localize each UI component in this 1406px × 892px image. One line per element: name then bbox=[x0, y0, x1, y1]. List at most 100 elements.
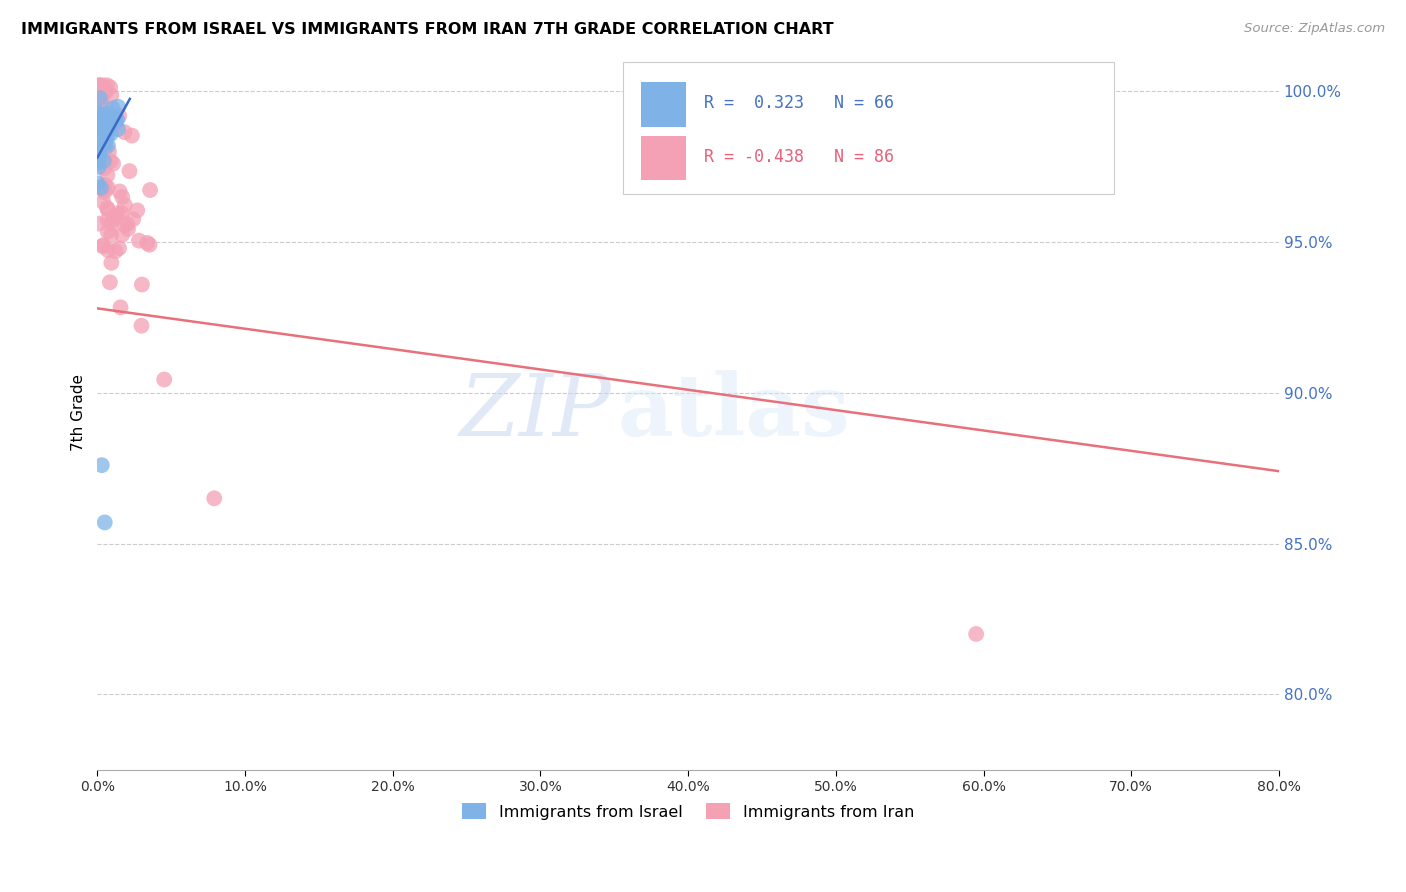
Text: IMMIGRANTS FROM ISRAEL VS IMMIGRANTS FROM IRAN 7TH GRADE CORRELATION CHART: IMMIGRANTS FROM ISRAEL VS IMMIGRANTS FRO… bbox=[21, 22, 834, 37]
Point bbox=[87, 138, 110, 153]
Point bbox=[93, 138, 115, 153]
Point bbox=[87, 132, 110, 146]
Point bbox=[87, 149, 110, 163]
Point bbox=[87, 113, 110, 128]
Point bbox=[91, 126, 114, 140]
Point bbox=[96, 78, 118, 93]
FancyBboxPatch shape bbox=[641, 82, 686, 127]
Point bbox=[105, 112, 128, 127]
Point bbox=[118, 164, 141, 178]
Point bbox=[98, 275, 121, 289]
Point bbox=[108, 241, 131, 255]
Point bbox=[91, 131, 114, 145]
Point bbox=[87, 138, 110, 153]
Point bbox=[97, 181, 120, 195]
Point bbox=[89, 180, 111, 194]
Point bbox=[91, 239, 114, 253]
Point bbox=[122, 212, 145, 227]
Point bbox=[108, 109, 131, 123]
Point bbox=[96, 201, 118, 215]
Point bbox=[100, 256, 122, 270]
Point bbox=[94, 85, 117, 99]
Point bbox=[89, 137, 111, 152]
Point bbox=[89, 141, 111, 155]
Point bbox=[93, 183, 115, 197]
Point bbox=[107, 122, 129, 136]
Y-axis label: 7th Grade: 7th Grade bbox=[72, 374, 86, 450]
Point bbox=[87, 114, 110, 128]
Point bbox=[87, 78, 110, 93]
Point bbox=[97, 244, 120, 258]
Point bbox=[97, 118, 120, 132]
Point bbox=[104, 112, 127, 127]
Point bbox=[89, 131, 111, 145]
Point bbox=[91, 145, 114, 159]
Point bbox=[87, 124, 110, 138]
Text: atlas: atlas bbox=[617, 370, 849, 454]
Point bbox=[87, 136, 110, 150]
Point bbox=[90, 125, 112, 139]
Point bbox=[87, 139, 110, 153]
Point bbox=[87, 78, 110, 93]
Point bbox=[89, 140, 111, 154]
Point bbox=[87, 145, 110, 159]
Point bbox=[89, 137, 111, 152]
Point bbox=[87, 153, 110, 168]
Point bbox=[96, 102, 118, 116]
Point bbox=[100, 154, 122, 169]
Point bbox=[91, 119, 114, 133]
Point bbox=[103, 112, 125, 126]
Point bbox=[89, 96, 111, 111]
Point bbox=[96, 168, 118, 182]
Text: ZIP: ZIP bbox=[460, 371, 612, 454]
Point bbox=[87, 106, 110, 120]
Point bbox=[87, 143, 110, 157]
Point bbox=[91, 128, 114, 143]
Point bbox=[153, 372, 176, 386]
Point bbox=[96, 119, 118, 133]
Point bbox=[94, 136, 117, 151]
Point bbox=[87, 122, 110, 136]
Point bbox=[114, 219, 136, 233]
Point bbox=[104, 210, 127, 224]
Point bbox=[98, 145, 121, 159]
Point bbox=[87, 217, 110, 231]
Point bbox=[89, 83, 111, 97]
FancyBboxPatch shape bbox=[641, 136, 686, 180]
Point bbox=[89, 120, 111, 135]
Point bbox=[94, 178, 117, 192]
Point bbox=[202, 491, 225, 506]
FancyBboxPatch shape bbox=[623, 62, 1114, 194]
Point bbox=[90, 103, 112, 117]
Point bbox=[97, 202, 120, 217]
Point bbox=[97, 225, 120, 239]
Point bbox=[93, 136, 115, 150]
Point bbox=[90, 125, 112, 139]
Point bbox=[139, 183, 162, 197]
Point bbox=[98, 121, 121, 136]
Point bbox=[91, 238, 114, 252]
Point bbox=[93, 516, 115, 530]
Point bbox=[96, 107, 118, 121]
Point bbox=[107, 206, 129, 220]
Text: Source: ZipAtlas.com: Source: ZipAtlas.com bbox=[1244, 22, 1385, 36]
Point bbox=[104, 110, 127, 124]
Text: R =  0.323   N = 66: R = 0.323 N = 66 bbox=[703, 94, 893, 112]
Point bbox=[138, 237, 160, 252]
Point bbox=[108, 185, 131, 199]
Point bbox=[93, 85, 115, 99]
Point bbox=[121, 128, 143, 143]
Point bbox=[91, 133, 114, 147]
Point bbox=[97, 138, 120, 153]
Point bbox=[96, 213, 118, 227]
Point bbox=[87, 129, 110, 144]
Point bbox=[131, 318, 153, 333]
Point bbox=[117, 217, 139, 231]
Point bbox=[101, 101, 124, 115]
Point bbox=[104, 244, 127, 259]
Point bbox=[100, 216, 122, 230]
Point bbox=[101, 156, 124, 170]
Point bbox=[111, 190, 134, 204]
Point bbox=[87, 120, 110, 135]
Point bbox=[87, 136, 110, 151]
